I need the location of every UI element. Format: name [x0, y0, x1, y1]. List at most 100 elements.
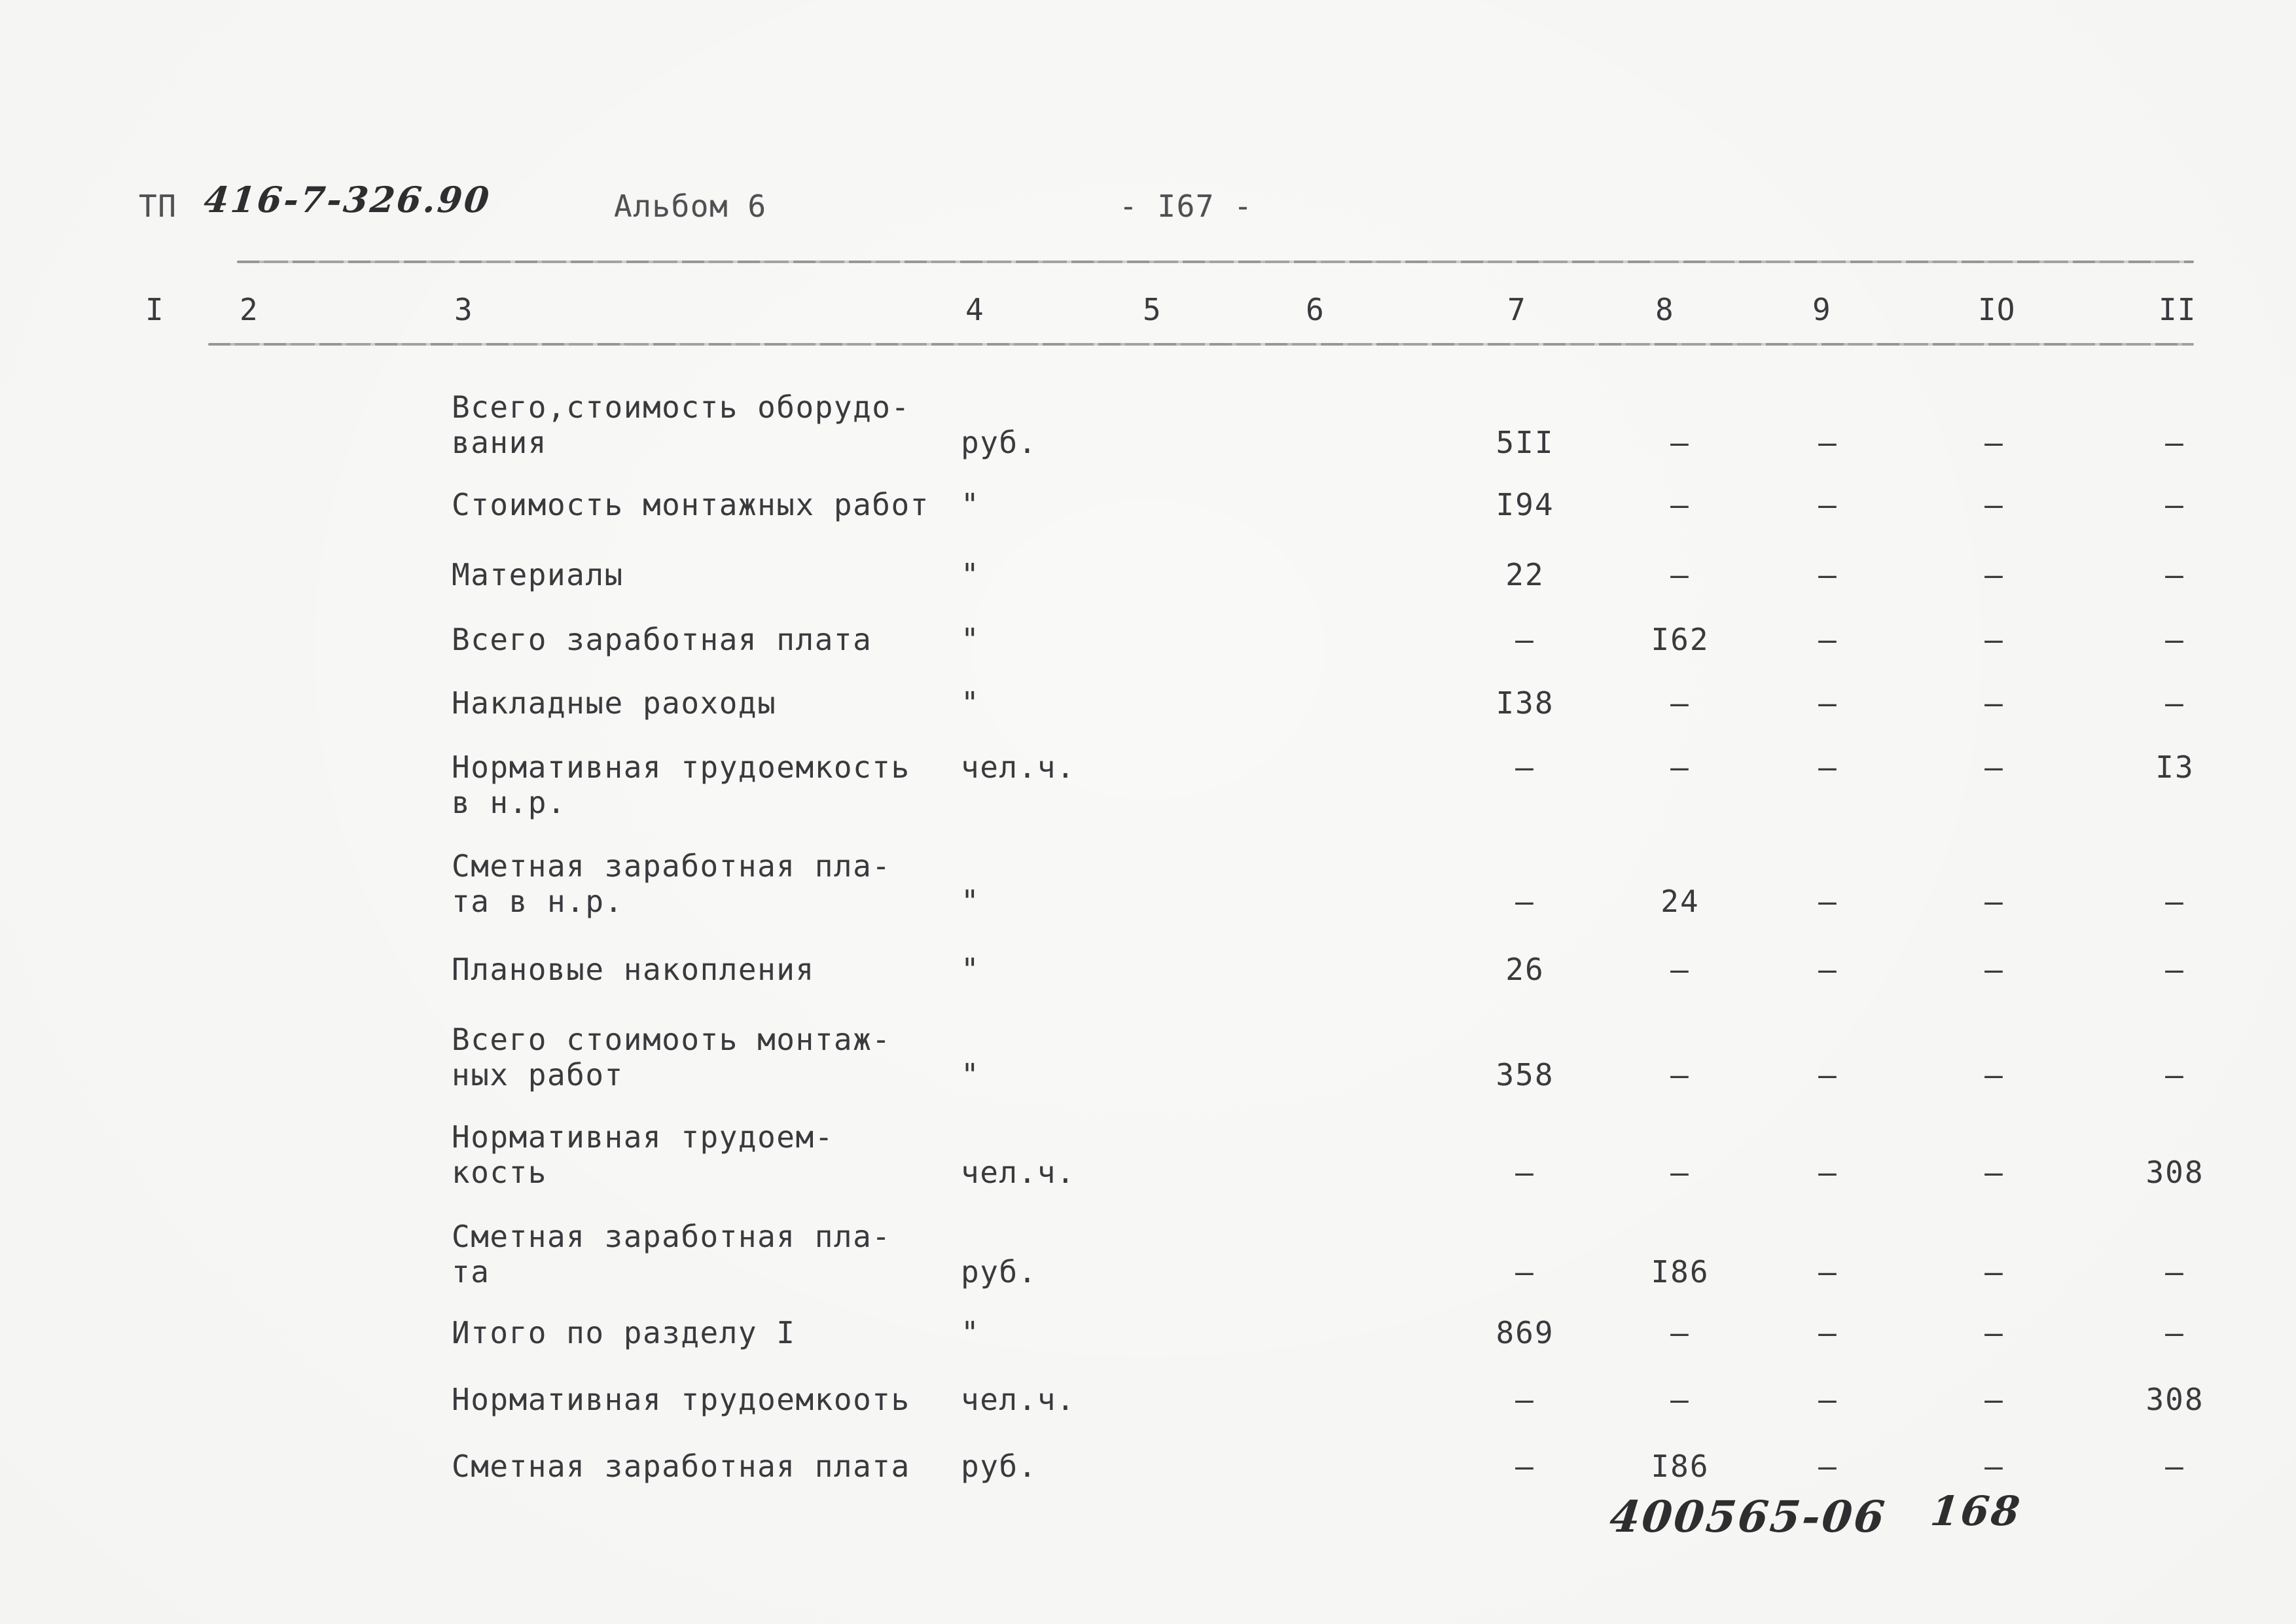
row-unit: "	[961, 952, 980, 987]
cell-col8: –	[1670, 1155, 1690, 1190]
cell-col8: –	[1670, 1382, 1690, 1417]
cell-col7: 5II	[1496, 425, 1554, 460]
row-label: Плановые накопления	[452, 952, 815, 987]
cell-col11: –	[2165, 884, 2185, 919]
cell-col7: 358	[1496, 1057, 1554, 1092]
cell-col9: –	[1818, 557, 1838, 592]
cell-col11: –	[2165, 425, 2185, 460]
row-label: Нормативная трудоем- кость	[452, 1119, 834, 1190]
cell-col8: I86	[1651, 1254, 1710, 1290]
cell-col8: –	[1670, 1315, 1690, 1350]
cell-col8: I86	[1651, 1449, 1710, 1484]
column-number-9: 9	[1812, 292, 1831, 327]
cell-col10: –	[1984, 749, 2004, 785]
cell-col10: –	[1984, 487, 2004, 522]
row-label: Нормативная трудоемкооть	[452, 1382, 910, 1417]
cell-col9: –	[1818, 952, 1838, 987]
cell-col8: –	[1670, 685, 1690, 721]
row-unit: "	[961, 884, 980, 919]
row-label: Стоимость монтажных работ	[452, 487, 929, 522]
cell-col7: I94	[1496, 487, 1554, 522]
cell-col9: –	[1818, 884, 1838, 919]
row-unit: чел.ч.	[961, 749, 1076, 785]
row-unit: "	[961, 685, 980, 721]
cell-col8: –	[1670, 1057, 1690, 1092]
row-label: Материалы	[452, 557, 624, 592]
cell-col9: –	[1818, 1057, 1838, 1092]
column-number-3: 3	[454, 292, 473, 327]
cell-col10: –	[1984, 1449, 2004, 1484]
row-label: Сметная заработная плата	[452, 1449, 910, 1484]
row-unit: руб.	[961, 1449, 1037, 1484]
column-header-row: I 2 3 4 5 6 7 8 9 IO II	[0, 292, 2296, 327]
cell-col11: –	[2165, 622, 2185, 657]
cell-col8: I62	[1651, 622, 1710, 657]
cell-col11: 308	[2145, 1382, 2204, 1417]
cell-col9: –	[1818, 749, 1838, 785]
cell-col11: –	[2165, 1449, 2185, 1484]
cell-col9: –	[1818, 1449, 1838, 1484]
cell-col7: 869	[1496, 1315, 1554, 1350]
row-unit: чел.ч.	[961, 1382, 1076, 1417]
column-number-8: 8	[1655, 292, 1674, 327]
cell-col10: –	[1984, 557, 2004, 592]
row-unit: "	[961, 1315, 980, 1350]
cell-col9: –	[1818, 1155, 1838, 1190]
cell-col9: –	[1818, 685, 1838, 721]
column-number-10: IO	[1978, 292, 2016, 327]
cell-col8: –	[1670, 952, 1690, 987]
column-number-1: I	[145, 292, 164, 327]
row-unit: "	[961, 487, 980, 522]
cell-col8: –	[1670, 487, 1690, 522]
stamp-number-handwritten: 400565-06	[1607, 1491, 1889, 1542]
cell-col8: –	[1670, 749, 1690, 785]
page-ref-handwritten: 168	[1928, 1487, 2024, 1535]
cell-col11: –	[2165, 1315, 2185, 1350]
cell-col7: –	[1515, 884, 1535, 919]
cell-col9: –	[1818, 622, 1838, 657]
column-number-4: 4	[965, 292, 984, 327]
row-unit: руб.	[961, 425, 1037, 460]
cell-col11: 308	[2145, 1155, 2204, 1190]
doc-code-handwritten: 416-7-326.90	[202, 179, 493, 221]
cell-col11: –	[2165, 557, 2185, 592]
cell-col7: 22	[1505, 557, 1545, 592]
cell-col10: –	[1984, 685, 2004, 721]
row-unit: чел.ч.	[961, 1155, 1076, 1190]
column-number-7: 7	[1507, 292, 1526, 327]
cell-col11: –	[2165, 1254, 2185, 1290]
cell-col7: –	[1515, 749, 1535, 785]
row-label: Итого по разделу I	[452, 1315, 796, 1350]
row-label: Всего стоимооть монтаж- ных работ	[452, 1022, 891, 1092]
cell-col10: –	[1984, 1382, 2004, 1417]
cell-col7: 26	[1505, 952, 1545, 987]
cell-col10: –	[1984, 1254, 2004, 1290]
cell-col10: –	[1984, 1155, 2004, 1190]
cell-col8: –	[1670, 557, 1690, 592]
cell-col10: –	[1984, 884, 2004, 919]
cell-col10: –	[1984, 952, 2004, 987]
cell-col10: –	[1984, 425, 2004, 460]
cell-col10: –	[1984, 622, 2004, 657]
page-number: - I67 -	[1119, 189, 1253, 224]
cell-col9: –	[1818, 1382, 1838, 1417]
doc-code-prefix: ТП	[139, 189, 177, 224]
horizontal-rule-top	[237, 261, 2194, 263]
cell-col11: –	[2165, 487, 2185, 522]
cell-col10: –	[1984, 1315, 2004, 1350]
cell-col9: –	[1818, 1254, 1838, 1290]
cell-col8: –	[1670, 425, 1690, 460]
row-unit: "	[961, 1057, 980, 1092]
cell-col7: –	[1515, 1254, 1535, 1290]
column-number-11: II	[2159, 292, 2197, 327]
column-number-2: 2	[240, 292, 259, 327]
row-label: Накладные раоходы	[452, 685, 777, 721]
cell-col9: –	[1818, 425, 1838, 460]
cell-col9: –	[1818, 1315, 1838, 1350]
cell-col8: 24	[1660, 884, 1700, 919]
cell-col7: I38	[1496, 685, 1554, 721]
cell-col7: –	[1515, 1382, 1535, 1417]
horizontal-rule-under-header	[208, 343, 2194, 346]
row-unit: "	[961, 622, 980, 657]
